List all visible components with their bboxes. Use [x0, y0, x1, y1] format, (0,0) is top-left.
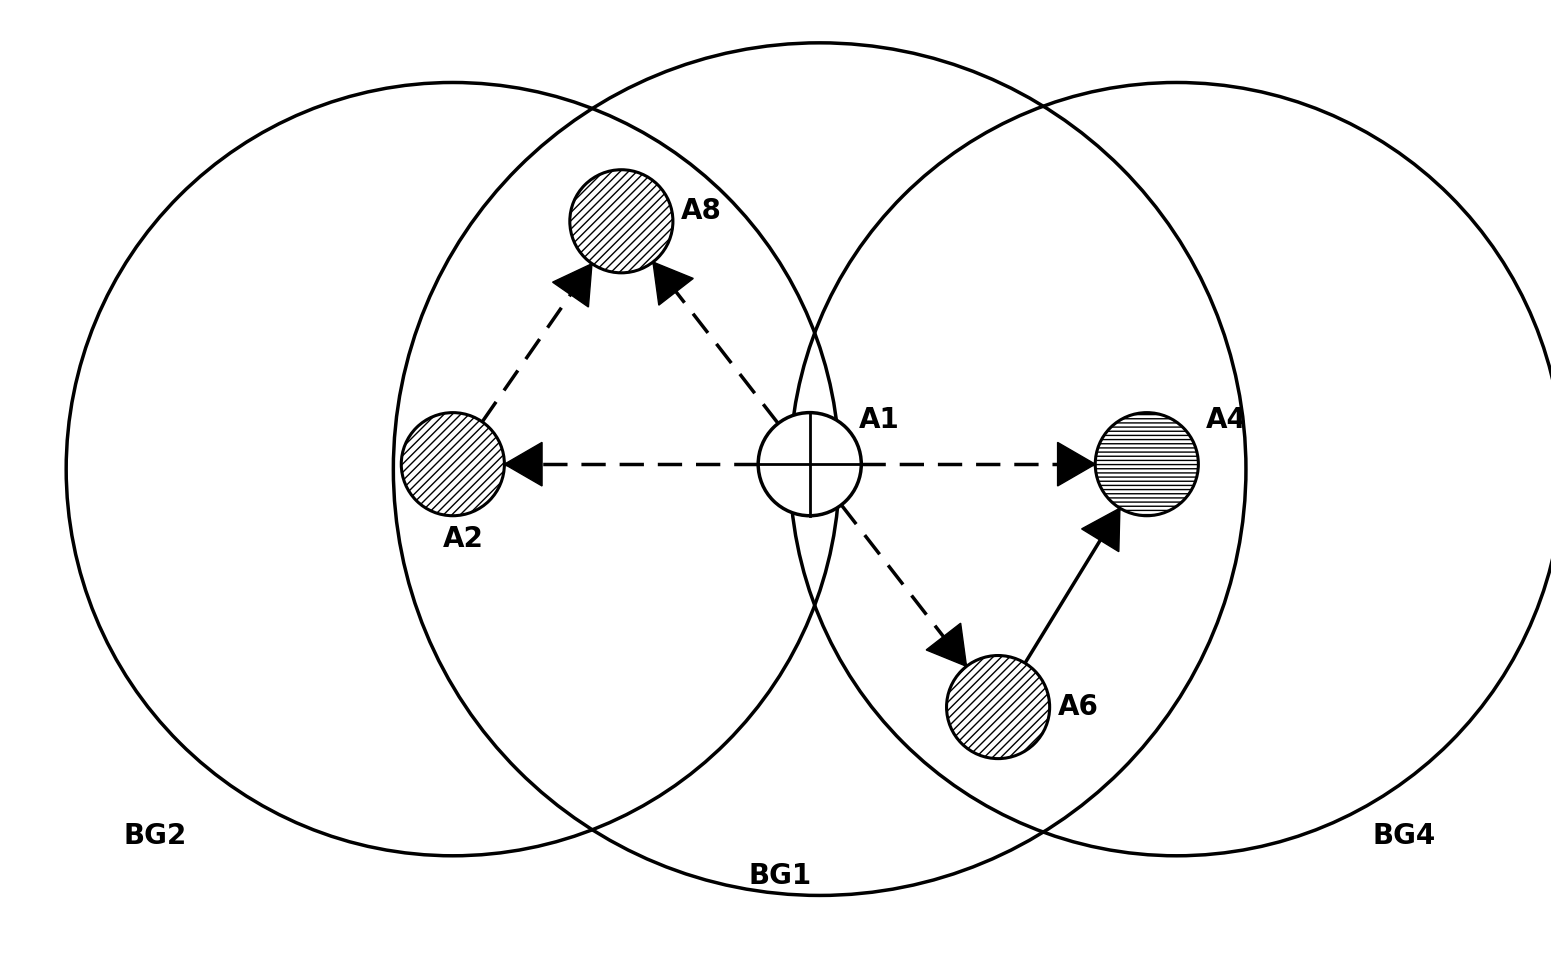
Circle shape: [947, 655, 1050, 759]
Polygon shape: [653, 262, 693, 305]
Text: A4: A4: [1206, 406, 1246, 433]
Circle shape: [1095, 413, 1198, 516]
Polygon shape: [925, 623, 966, 667]
Text: A6: A6: [1058, 693, 1098, 721]
Circle shape: [402, 413, 505, 516]
Text: A1: A1: [860, 406, 901, 433]
Text: BG1: BG1: [748, 861, 812, 890]
Text: BG4: BG4: [1373, 822, 1436, 850]
Text: BG2: BG2: [123, 822, 187, 850]
Text: A8: A8: [681, 198, 721, 226]
Polygon shape: [1058, 443, 1095, 486]
Circle shape: [759, 413, 862, 516]
Text: A2: A2: [442, 524, 485, 552]
Polygon shape: [1081, 508, 1120, 551]
Circle shape: [570, 170, 673, 273]
Polygon shape: [505, 443, 542, 486]
Polygon shape: [553, 264, 592, 307]
